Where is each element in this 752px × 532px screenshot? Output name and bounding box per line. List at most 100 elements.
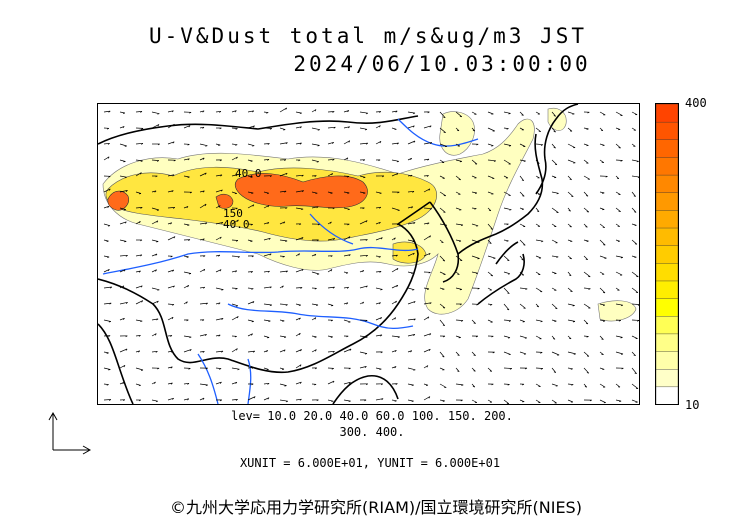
wind-arrow bbox=[263, 222, 270, 225]
wind-arrow-head bbox=[157, 289, 160, 291]
wind-arrow-head bbox=[586, 372, 589, 374]
wind-vector-field bbox=[103, 107, 639, 404]
wind-arrow-head bbox=[300, 287, 303, 289]
wind-arrow bbox=[375, 206, 381, 209]
wind-arrow-head bbox=[601, 338, 604, 340]
wind-arrow bbox=[279, 142, 288, 145]
wind-arrow-head bbox=[525, 288, 528, 290]
wind-arrow-head bbox=[379, 192, 382, 195]
wind-arrow bbox=[551, 239, 558, 244]
wind-arrow bbox=[359, 335, 368, 338]
wind-arrow bbox=[359, 220, 368, 225]
wind-arrow bbox=[503, 143, 512, 146]
wind-arrow bbox=[279, 399, 288, 402]
wind-arrow-head bbox=[521, 179, 524, 182]
wind-arrow bbox=[151, 300, 159, 305]
wind-arrow bbox=[567, 127, 573, 132]
wind-arrow bbox=[247, 110, 254, 113]
wind-arrow-head bbox=[365, 220, 368, 223]
wind-arrow bbox=[375, 334, 383, 337]
wind-arrow bbox=[183, 398, 189, 401]
wind-arrow bbox=[167, 207, 175, 209]
wind-arrow bbox=[471, 367, 476, 372]
wind-arrow-head bbox=[394, 237, 396, 240]
wind-arrow bbox=[151, 269, 157, 273]
wind-arrow-head bbox=[602, 144, 605, 147]
wind-arrow bbox=[199, 397, 205, 401]
wind-arrow-head bbox=[411, 400, 414, 403]
wind-arrow-head bbox=[554, 320, 557, 322]
wind-arrow bbox=[151, 190, 157, 193]
wind-arrow-head bbox=[364, 353, 368, 355]
wind-arrow-head bbox=[379, 206, 382, 209]
wind-arrow-head bbox=[123, 269, 126, 272]
wind-arrow bbox=[583, 143, 589, 146]
wind-arrow-head bbox=[106, 352, 109, 354]
wind-arrow-head bbox=[586, 240, 589, 242]
wind-arrow-head bbox=[412, 289, 415, 291]
wind-arrow bbox=[119, 221, 127, 225]
colorbar bbox=[655, 103, 679, 405]
wind-arrow bbox=[487, 143, 494, 147]
wind-arrow bbox=[263, 237, 271, 241]
wind-arrow-head bbox=[381, 398, 384, 401]
wind-arrow-head bbox=[235, 399, 238, 401]
wind-arrow bbox=[151, 253, 158, 257]
wind-arrow bbox=[199, 286, 205, 289]
wind-arrow bbox=[119, 159, 126, 162]
wind-arrow-head bbox=[573, 353, 576, 355]
wind-arrow bbox=[615, 143, 621, 149]
wind-arrow bbox=[327, 126, 336, 129]
wind-arrow-head bbox=[155, 269, 157, 272]
wind-arrow bbox=[599, 303, 605, 306]
wind-arrow bbox=[215, 236, 222, 241]
wind-arrow bbox=[391, 159, 399, 162]
wind-arrow-head bbox=[380, 289, 383, 291]
dust-layer-high bbox=[107, 173, 368, 211]
wind-arrow bbox=[583, 239, 589, 242]
wind-arrow-head bbox=[269, 286, 272, 289]
wind-arrow bbox=[599, 351, 604, 355]
wind-arrow-head bbox=[476, 303, 479, 306]
wind-arrow-head bbox=[202, 351, 205, 353]
wind-arrow bbox=[327, 191, 333, 194]
wind-arrow-head bbox=[157, 124, 160, 127]
wind-arrow bbox=[247, 143, 255, 147]
wind-arrow-head bbox=[218, 144, 221, 146]
wind-arrow-head bbox=[235, 207, 238, 210]
wind-arrow bbox=[151, 399, 158, 402]
wind-arrow bbox=[455, 159, 462, 162]
wind-arrow bbox=[151, 318, 159, 321]
wind-arrow bbox=[135, 254, 142, 257]
wind-arrow-head bbox=[395, 300, 397, 303]
wind-arrow-head bbox=[397, 336, 400, 339]
wind-arrow bbox=[631, 303, 639, 305]
wind-arrow-head bbox=[364, 366, 367, 368]
wind-arrow-head bbox=[299, 364, 302, 367]
wind-arrow bbox=[407, 367, 416, 371]
wind-arrow-head bbox=[138, 270, 141, 273]
wind-arrow bbox=[615, 383, 621, 388]
wind-arrow-head bbox=[365, 336, 368, 339]
wind-arrow-head bbox=[251, 367, 254, 369]
wind-arrow bbox=[103, 223, 111, 227]
wind-arrow-head bbox=[348, 254, 351, 257]
wind-arrow-head bbox=[348, 381, 351, 384]
wind-arrow-head bbox=[250, 224, 253, 226]
wind-arrow-head bbox=[251, 333, 253, 336]
wind-arrow-head bbox=[285, 207, 288, 210]
wind-arrow bbox=[391, 142, 399, 145]
wind-arrow bbox=[391, 399, 397, 402]
wind-arrow bbox=[407, 222, 416, 225]
wind-arrow bbox=[359, 175, 366, 178]
wind-arrow-head bbox=[123, 317, 125, 321]
wind-arrow-head bbox=[266, 112, 269, 114]
wind-arrow-head bbox=[124, 241, 127, 243]
wind-arrow-head bbox=[457, 370, 460, 372]
wind-arrow bbox=[183, 271, 192, 274]
wind-arrow bbox=[183, 255, 189, 258]
wind-arrow-head bbox=[122, 112, 126, 114]
wind-arrow bbox=[455, 335, 461, 338]
wind-arrow bbox=[199, 203, 207, 209]
wind-arrow bbox=[151, 333, 157, 337]
